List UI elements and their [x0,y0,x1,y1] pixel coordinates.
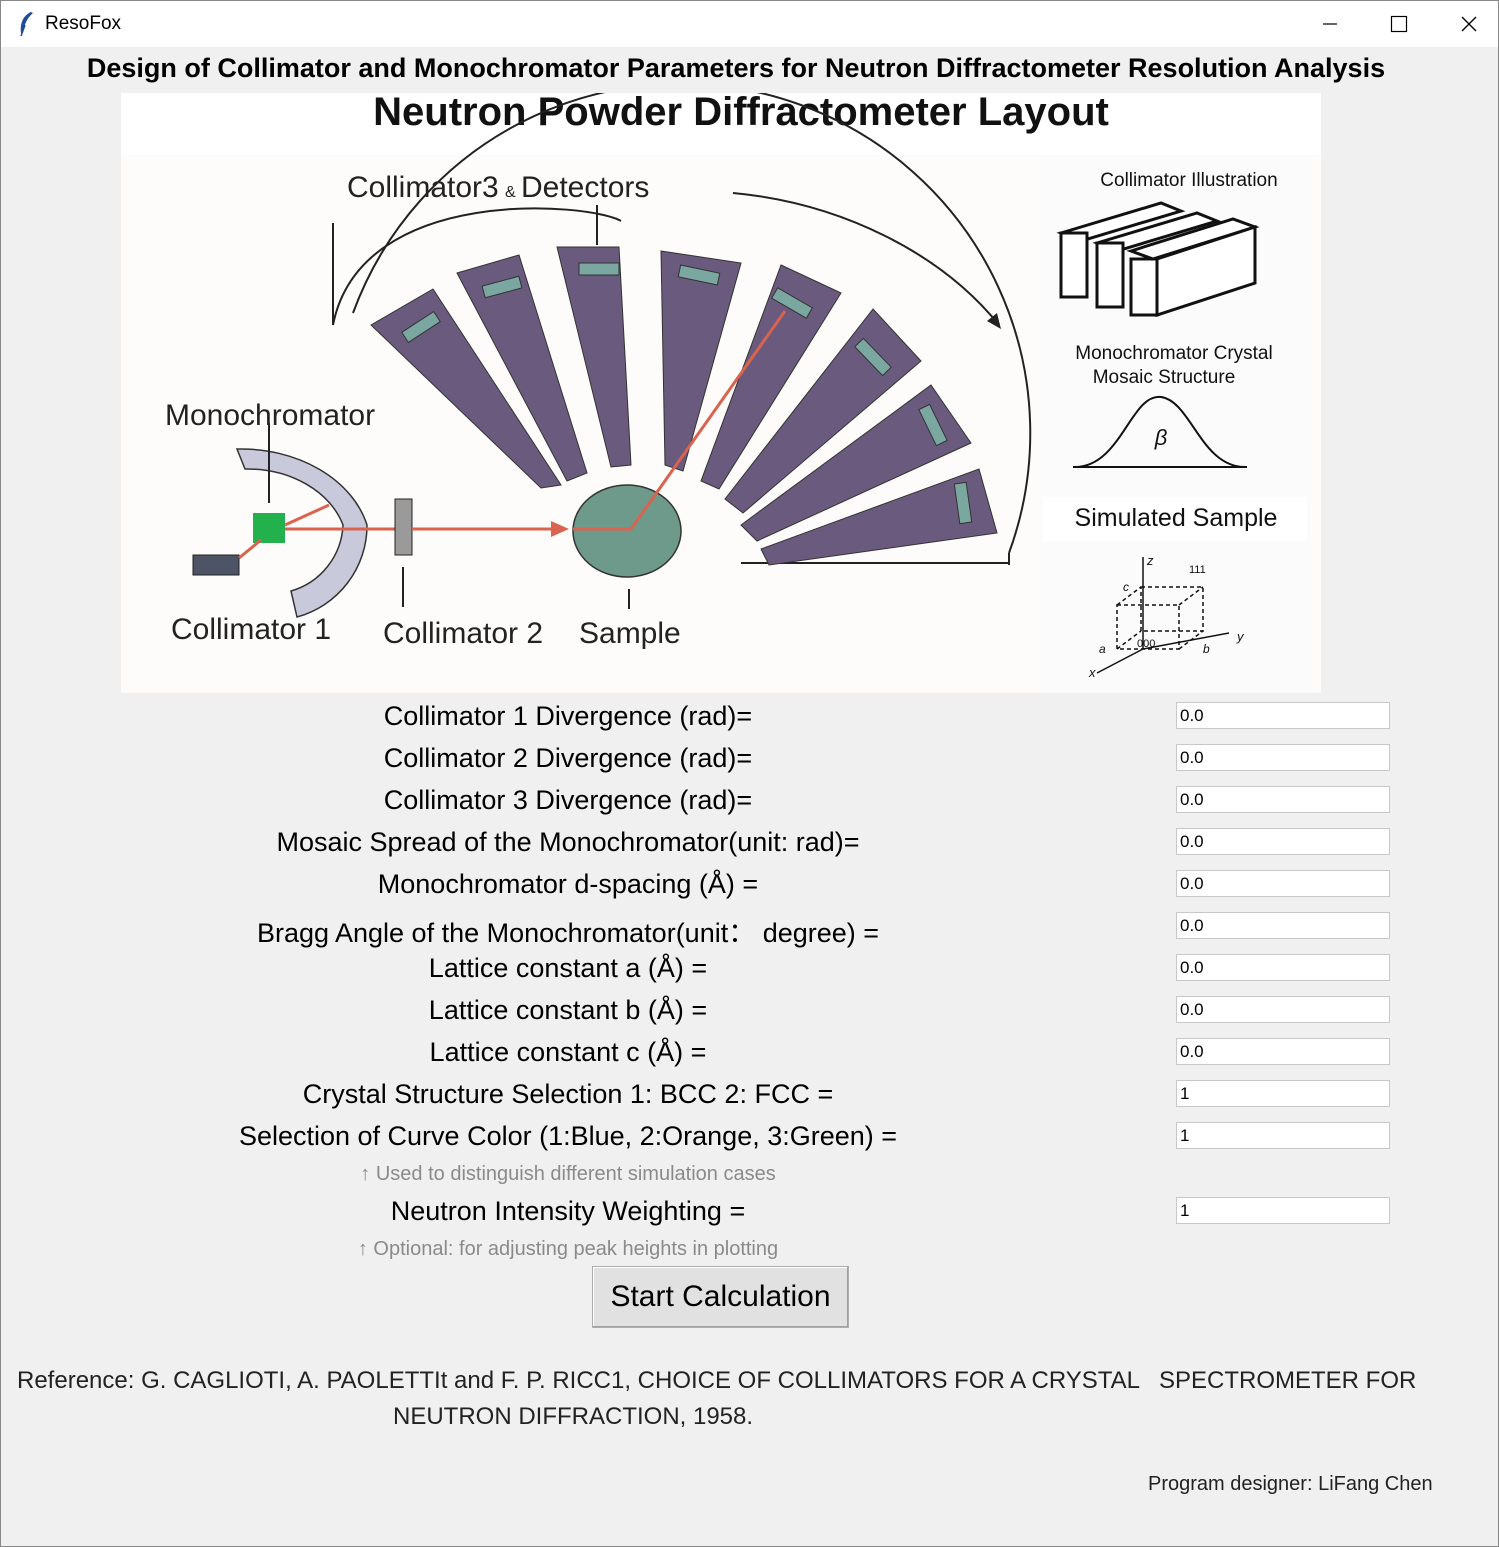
label-monochromator: Monochromator [165,399,375,432]
collimator1-block [192,554,240,576]
label-collimator2: Collimator 2 [383,617,543,650]
program-designer: Program designer: LiFang Chen [1148,1473,1433,1495]
label-sample: Sample [579,617,681,650]
detector-bank [370,288,562,489]
collimator3-divergence-input[interactable] [1176,786,1390,813]
label-collimator-illustration: Collimator Illustration [1100,170,1277,191]
page-title: Design of Collimator and Monochromator P… [86,53,1386,83]
detector-banks [370,246,998,566]
close-icon [1461,16,1477,32]
maximize-button[interactable] [1364,1,1434,47]
cell-label-c: c [1123,580,1129,594]
label-ampersand: & [505,184,516,201]
detector-bank [556,246,632,468]
sample-ellipse [572,484,682,578]
label-crystal-structure: Crystal Structure Selection 1: BCC 2: FC… [302,1079,834,1109]
collimator2-block [394,498,413,556]
collimator1-divergence-input[interactable] [1176,702,1390,729]
detector-bank [456,254,588,482]
label-lattice-a: Lattice constant a (Å) = [428,953,708,983]
maximize-icon [1390,15,1408,33]
start-calculation-button[interactable]: Start Calculation [592,1266,849,1328]
label-collimator1: Collimator 1 [171,613,331,646]
label-mosaic-line1: Monochromator Crystal [1075,343,1272,364]
diffractometer-layout-figure: Neutron Powder Diffractometer Layout [121,82,1321,693]
label-simulated-sample: Simulated Sample [1075,504,1278,532]
curve-color-input[interactable] [1176,1122,1390,1149]
cell-label-a: a [1099,642,1106,656]
label-intensity-weighting: Neutron Intensity Weighting = [390,1196,746,1226]
bragg-angle-input[interactable] [1176,912,1390,939]
hint-intensity: ↑ Optional: for adjusting peak heights i… [357,1238,779,1260]
minimize-button[interactable] [1295,1,1365,47]
hint-curve-color: ↑ Used to distinguish different simulati… [360,1163,776,1185]
lattice-b-input[interactable] [1176,996,1390,1023]
label-collimator2-divergence: Collimator 2 Divergence (rad)= [383,743,753,773]
rotation-arrow [732,192,1000,326]
cell-label-b: b [1203,642,1210,656]
collimator2-divergence-input[interactable] [1176,744,1390,771]
label-mosaic-spread: Mosaic Spread of the Monochromator(unit:… [276,827,860,857]
point-label-111: 111 [1189,564,1206,576]
label-collimator1-divergence: Collimator 1 Divergence (rad)= [383,701,753,731]
label-detectors: Detectors [521,171,649,204]
figure-title: Neutron Powder Diffractometer Layout [373,93,1109,134]
mosaic-gaussian-curve [1074,395,1246,468]
window-title: ResoFox [45,13,122,34]
close-button[interactable] [1434,1,1499,47]
label-collimator3: Collimator3 [347,171,499,204]
label-collimator3-divergence: Collimator 3 Divergence (rad)= [383,785,753,815]
detector-bank [760,468,998,566]
detector-bank [740,384,972,542]
detector-arc [352,82,1032,554]
detector-bank [660,250,742,472]
label-curve-color: Selection of Curve Color (1:Blue, 2:Oran… [238,1121,898,1151]
mosaic-spread-input[interactable] [1176,828,1390,855]
label-lattice-c: Lattice constant c (Å) = [429,1037,707,1067]
reference-line2: NEUTRON DIFFRACTION, 1958. [393,1403,754,1430]
label-mosaic-line2: Mosaic Structure [1093,367,1236,388]
crystal-structure-input[interactable] [1176,1080,1390,1107]
arrowhead-icon [987,313,1001,329]
intensity-weighting-input[interactable] [1176,1197,1390,1224]
title-bar: ResoFox [1,1,1498,47]
label-beta: β [1154,425,1168,450]
point-label-000: 000 [1137,638,1155,650]
crystal-unit-cell-icon [1096,557,1230,674]
reference-line1-end: SPECTROMETER FOR [1159,1367,1417,1394]
monochromator-shield [235,448,368,618]
d-spacing-input[interactable] [1176,870,1390,897]
lattice-a-input[interactable] [1176,954,1390,981]
lattice-c-input[interactable] [1176,1038,1390,1065]
label-bragg-angle: Bragg Angle of the Monochromator(unit： d… [256,918,880,948]
feather-icon [17,11,37,37]
minimize-icon [1323,23,1337,25]
axis-label-z: z [1146,553,1154,568]
axis-label-x: x [1088,665,1096,680]
label-d-spacing: Monochromator d-spacing (Å) = [377,869,759,899]
detector-bank [700,264,842,490]
label-lattice-b: Lattice constant b (Å) = [428,995,708,1025]
collimator-illustration-icon [1056,201,1260,318]
reference-line1: Reference: G. CAGLIOTI, A. PAOLETTIt and… [17,1367,1140,1394]
axis-label-y: y [1236,629,1245,644]
monochromator-crystal [253,513,285,543]
